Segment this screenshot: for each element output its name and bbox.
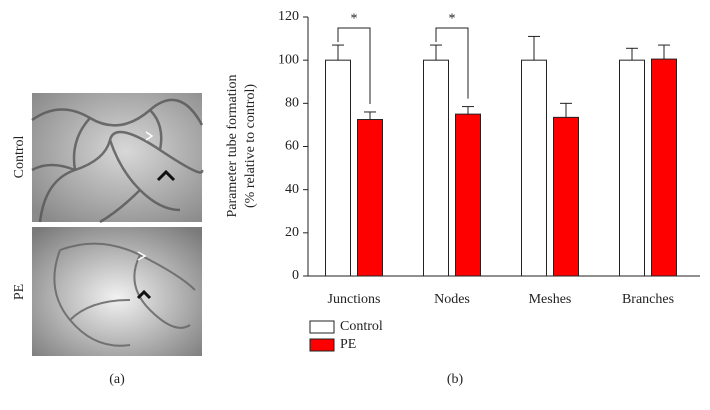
x-tick-label: Branches [622,292,674,307]
legend-swatch [309,338,335,352]
micrograph-control [31,93,204,224]
y-tick-label: 40 [285,182,299,197]
significance-label: * [449,11,456,26]
bar [521,59,547,277]
bar [325,59,351,277]
legend-label: Control [340,319,383,334]
significance-bracket [435,27,469,99]
bar [455,113,481,277]
bar [553,116,579,277]
panel-label: (b) [447,372,464,387]
y-axis-label: Parameter tube formation [225,74,240,217]
significance-bracket [337,27,371,104]
bar [423,59,449,277]
bar [651,58,677,277]
x-tick-label: Junctions [328,292,381,307]
y-tick-label: 0 [292,268,299,283]
image-label: PE [12,284,27,300]
legend-label: PE [340,337,356,352]
legend-swatch [309,320,335,334]
y-tick-label: 120 [278,9,299,24]
significance-label: * [351,11,358,26]
bar [619,59,645,277]
y-tick-label: 60 [285,139,299,154]
bar [357,119,383,277]
y-tick-label: 80 [285,96,299,111]
y-tick-label: 20 [285,225,299,240]
x-tick-label: Meshes [529,292,572,307]
image-label: Control [12,136,27,179]
y-tick-label: 100 [278,52,299,67]
x-tick-label: Nodes [434,292,470,307]
micrograph-pe [32,227,202,356]
panel-label: (a) [109,372,125,387]
y-axis-label: (% relative to control) [243,84,258,208]
